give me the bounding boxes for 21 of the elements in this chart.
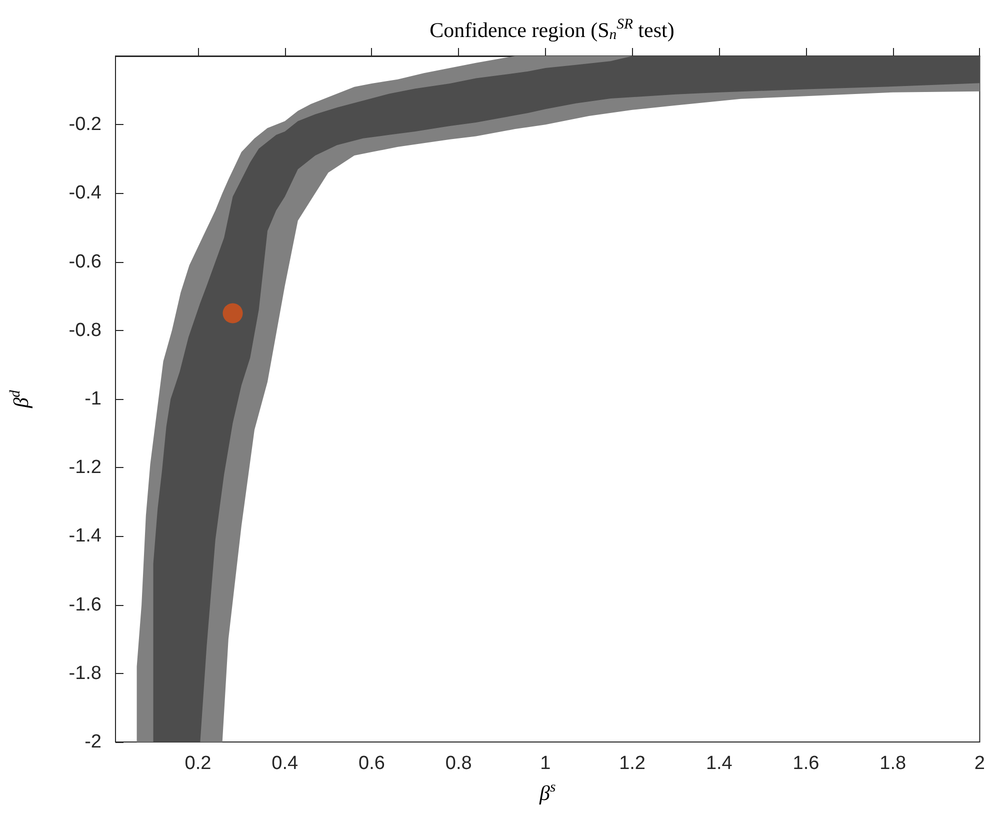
x-tick-label: 0.6 — [358, 753, 385, 774]
y-tick-label: -1.4 — [68, 526, 102, 547]
y-tick-label: -0.2 — [68, 114, 102, 136]
y-axis-title: βd — [8, 389, 33, 409]
x-tick-label: 0.2 — [184, 753, 212, 774]
x-tick-label: 2 — [974, 753, 986, 774]
x-tick-label: 0.8 — [445, 753, 472, 774]
y-tick-label: -0.6 — [68, 251, 102, 272]
x-tick-label: 1 — [540, 753, 551, 774]
x-tick-label: 1.8 — [880, 753, 906, 774]
y-tick-label: -0.4 — [68, 182, 102, 204]
y-tick-label: -2 — [84, 732, 102, 752]
y-tick-label: -0.8 — [68, 320, 102, 341]
y-tick-label: -1.8 — [68, 662, 102, 684]
x-tick-label: 1.4 — [706, 753, 733, 774]
y-tick-label: -1.6 — [68, 594, 102, 616]
x-tick-label: 0.4 — [272, 753, 299, 774]
y-tick-label: -1 — [84, 388, 102, 410]
y-tick-label: -1.2 — [68, 457, 102, 478]
x-tick-label: 1.2 — [619, 753, 646, 774]
x-tick-label: 1.6 — [792, 753, 820, 774]
